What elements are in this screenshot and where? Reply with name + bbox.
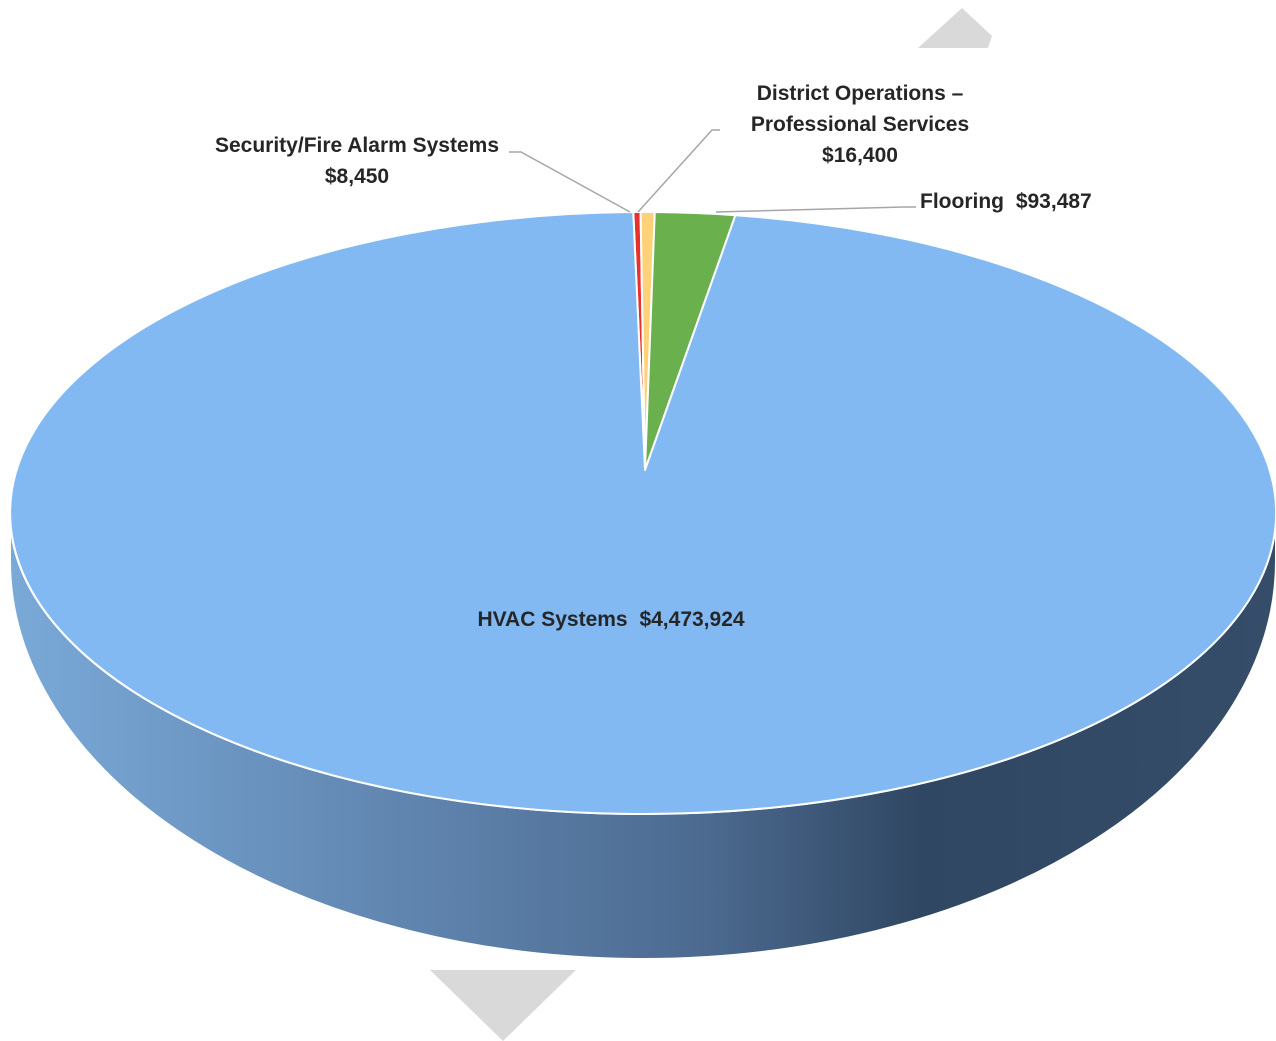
label-flooring: Flooring $93,487 bbox=[920, 190, 1092, 213]
label-security-name: Security/Fire Alarm Systems bbox=[215, 134, 499, 157]
label-district-ops-value: $16,400 bbox=[822, 144, 898, 167]
label-hvac-value: $4,473,924 bbox=[639, 608, 744, 631]
label-hvac: HVAC Systems $4,473,924 bbox=[477, 608, 744, 631]
label-hvac-name: HVAC Systems bbox=[477, 608, 627, 631]
label-flooring-value: $93,487 bbox=[1016, 190, 1092, 213]
decorative-bottom-chevron bbox=[430, 970, 576, 1041]
leader-line-district-ops bbox=[637, 129, 720, 213]
pie-slices bbox=[9, 210, 1276, 815]
leader-line-flooring bbox=[715, 206, 916, 213]
decorative-top-chevron bbox=[918, 8, 992, 48]
leader-line-security bbox=[509, 151, 631, 213]
label-district-ops-line1: District Operations – bbox=[757, 82, 964, 105]
slice-hvac bbox=[9, 211, 1276, 815]
label-security-value: $8,450 bbox=[325, 165, 389, 188]
label-flooring-name: Flooring bbox=[920, 190, 1004, 213]
label-district-ops-line2: Professional Services bbox=[751, 113, 969, 136]
